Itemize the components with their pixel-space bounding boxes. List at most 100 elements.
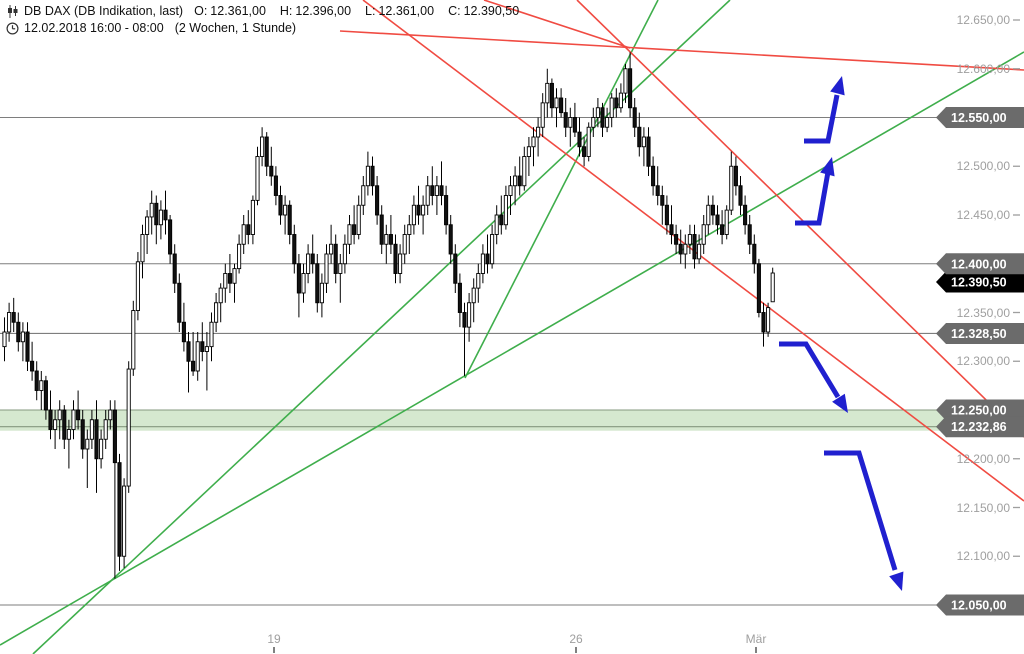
candle-body-bear [163,209,168,221]
red-trendline-resistance-near-horizontal[interactable] [339,30,1024,71]
green-trendline-uptrend-steep-from-spike-low[interactable] [32,0,731,654]
green-trendline-uptrend-shallow-from-spike-low[interactable] [0,51,1024,646]
candle-body-bear [186,341,191,362]
candle-body-bull [687,234,692,245]
blue-arrowhead-projection-up-1[interactable] [830,76,845,96]
candle-body-bull [7,312,12,333]
y-axis-label-12.450,00: 12.450,00 [956,208,1010,222]
candle-body-bear [664,204,669,226]
price-level-badge-12.328,50[interactable] [936,322,1024,344]
candle-body-bear [430,185,435,196]
blue-arrow-projection-down-2[interactable] [824,450,898,571]
candle-body-bull [586,126,591,157]
candle-body-bull [480,253,485,274]
candle-body-bull [503,195,508,226]
candle-body-bear [614,97,619,109]
candle-body-bear [379,214,384,245]
candle-body-bull [126,368,131,487]
candle-body-bear [117,462,122,557]
candle-body-bull [85,438,90,450]
candle-body-bear [439,185,444,196]
candle-body-bull [140,234,145,263]
candle-body-bear [674,234,679,245]
candle-body-bull [434,185,439,196]
candle-body-bull [347,224,352,245]
price-level-badge-12.400,00[interactable] [936,253,1024,275]
candle-body-bear [278,195,283,216]
candle-body-bull [384,234,389,245]
chart-legend: DB DAX (DB Indikation, last) O: 12.361,00… [6,3,528,37]
price-level-badge-12.250,00[interactable] [936,399,1024,421]
ohlc-close: C: 12.390,50 [448,4,520,18]
clock-icon [6,22,19,35]
price-level-badge-12.550,00[interactable] [936,107,1024,128]
blue-arrow-projection-up-2[interactable] [795,171,831,226]
candle-body-bear [485,253,490,265]
candle-body-bull [20,331,25,343]
candle-body-bear [200,341,205,352]
y-axis-label-12.100,00: 12.100,00 [956,549,1010,564]
y-axis-label-12.200,00: 12.200,00 [956,451,1010,466]
x-axis-label-26: 26 [569,632,583,646]
candle-body-bull [324,253,329,284]
candle-body-bull [255,156,260,201]
candle-body-bear [669,224,674,235]
candle-body-bull [471,287,476,304]
candle-body-bear [352,224,357,235]
candle-body-bear [43,380,48,411]
candle-body-bull [724,209,729,235]
candle-body-bull [209,321,214,348]
y-axis-label-12.300,00: 12.300,00 [956,354,1010,369]
candle-body-bear [517,175,522,187]
candle-body-bull [122,485,127,557]
blue-arrow-projection-down-1[interactable] [779,341,841,399]
candle-body-bear [310,253,315,265]
support-zone[interactable] [0,410,960,431]
blue-arrow-projection-up-1[interactable] [804,94,840,144]
candle-body-bull [407,224,412,235]
candle-body-bull [683,243,688,255]
ohlc-high: H: 12.396,00 [279,4,352,18]
candle-body-bull [57,409,62,421]
candle-body-bear [462,312,467,328]
candle-body-bull [536,126,541,138]
blue-arrowhead-projection-up-2[interactable] [820,157,835,177]
candle-body-bear [577,131,582,148]
candle-body-bear [76,409,81,421]
blue-arrowhead-projection-down-2[interactable] [889,571,904,591]
candle-body-bear [375,185,380,216]
price-level-badge-12.550,00-label: 12.550,00 [951,111,1007,125]
candle-body-bull [306,253,311,274]
green-trendline-uptrend-ray-through-top[interactable] [464,0,659,379]
price-level-badge-12.050,00[interactable] [936,594,1024,616]
candle-body-bear [453,253,458,284]
candle-body-bear [94,419,99,460]
blue-arrowhead-projection-down-1[interactable] [832,393,848,413]
legend-symbol-row: DB DAX (DB Indikation, last) O: 12.361,00… [6,3,528,20]
candle-body-bear [273,175,278,196]
price-level-badge-12.050,00-label: 12.050,00 [951,599,1007,613]
candle-body-bull [260,136,265,157]
candle-body-bull [223,273,228,289]
red-trendline-downtrend-steep-through-top[interactable] [576,0,1024,438]
candle-body-bear [738,185,743,206]
red-trendline-downtrend-short-to-top[interactable] [483,0,631,49]
current-price-badge-label: 12.390,50 [951,276,1007,290]
candle-body-bull [770,272,775,303]
candle-body-bull [476,273,481,289]
candle-body-bear [710,204,715,216]
candle-body-bear [269,165,274,177]
price-level-badge-12.250,00-label: 12.250,00 [951,404,1007,418]
candle-body-bear [632,107,637,128]
candle-body-bear [628,68,633,109]
candle-body-bear [416,204,421,216]
candle-body-bear [637,126,642,148]
candle-body-bull [338,263,343,274]
candle-body-bull [641,136,646,148]
candle-body-bull [508,185,513,196]
candle-body-bear [168,219,173,255]
candle-body-bear [651,165,656,187]
price-level-badge-12.232,86[interactable] [936,416,1024,438]
candle-body-bear [48,409,53,430]
